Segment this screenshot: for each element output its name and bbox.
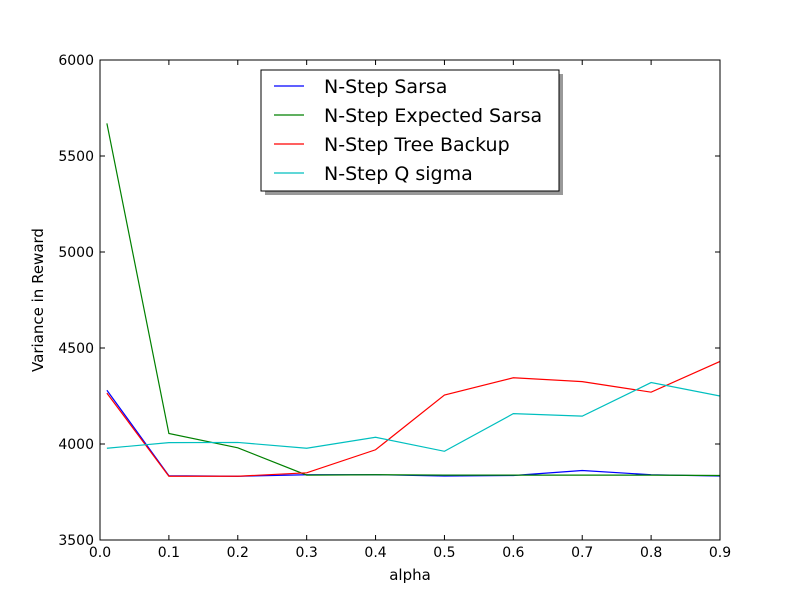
legend-label: N-Step Tree Backup bbox=[324, 134, 510, 156]
y-tick-label: 3500 bbox=[58, 533, 94, 549]
series-line-2 bbox=[106, 123, 720, 477]
legend: N-Step Sarsa N-Step Expected Sarsa N-Step … bbox=[260, 69, 563, 195]
x-tick-label: 0.2 bbox=[227, 545, 249, 561]
legend-label: N-Step Expected Sarsa bbox=[324, 105, 542, 127]
x-tick-label: 0.1 bbox=[158, 545, 180, 561]
x-tick-label: 0.5 bbox=[433, 545, 455, 561]
y-tick-label: 4500 bbox=[58, 341, 94, 357]
x-tick-label: 0.0 bbox=[89, 545, 111, 561]
legend-label: N-Step Q sigma bbox=[324, 163, 473, 185]
x-tick-label: 0.8 bbox=[640, 545, 662, 561]
y-tick-label: 4000 bbox=[58, 437, 94, 453]
x-tick-label: 0.6 bbox=[502, 545, 524, 561]
x-tick-label: 0.4 bbox=[364, 545, 386, 561]
y-tick-label: 5500 bbox=[58, 149, 94, 165]
series-line-4 bbox=[106, 381, 720, 452]
legend-box bbox=[260, 69, 560, 192]
series-line-3 bbox=[106, 360, 720, 477]
series-line-1 bbox=[106, 389, 720, 477]
series-lines bbox=[106, 123, 720, 477]
axis-ticks: 0.0 0.1 0.2 0.3 0.4 0.5 0.6 0.7 0.8 0.9 3500 4000 45… bbox=[58, 53, 731, 561]
x-tick-label: 0.3 bbox=[296, 545, 318, 561]
y-tick-label: 6000 bbox=[58, 53, 94, 69]
x-tick-label: 0.9 bbox=[709, 545, 731, 561]
x-axis-label: alpha bbox=[389, 566, 431, 584]
y-axis-label: Variance in Reward bbox=[29, 228, 47, 372]
axes-frame bbox=[99, 59, 721, 541]
legend-label: N-Step Sarsa bbox=[324, 76, 447, 98]
x-tick-label: 0.7 bbox=[571, 545, 593, 561]
y-tick-label: 5000 bbox=[58, 245, 94, 261]
